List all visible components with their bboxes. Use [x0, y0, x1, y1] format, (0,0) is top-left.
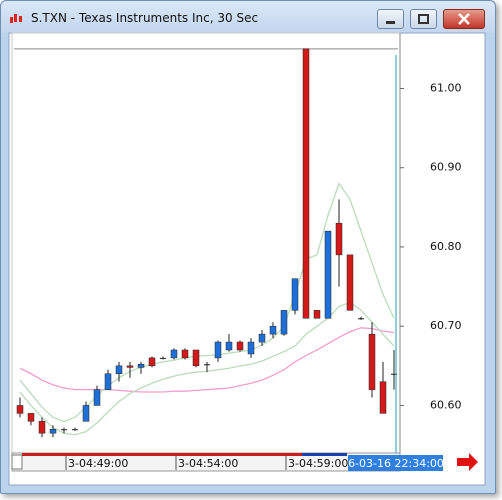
- candle-body: [291, 278, 299, 311]
- scroll-arrow[interactable]: [457, 453, 478, 471]
- y-tick-label: 60.90: [430, 161, 462, 174]
- overlay-line: [19, 182, 395, 422]
- range-bar: [22, 453, 302, 456]
- candle-body: [126, 365, 134, 368]
- candle-body: [38, 421, 46, 434]
- candle-body: [258, 333, 266, 343]
- candle-body: [313, 310, 321, 319]
- maximize-button[interactable]: [410, 9, 437, 29]
- cursor-label: 6-03-16 22:34:00: [348, 457, 444, 470]
- candle-body: [93, 389, 101, 406]
- candle-body: [324, 230, 332, 319]
- candle-body: [225, 341, 233, 351]
- candle-body: [148, 357, 156, 367]
- candle-body: [192, 349, 200, 367]
- candle-body: [391, 373, 397, 375]
- window-title: S.TXN - Texas Instruments Inc, 30 Sec: [31, 11, 259, 25]
- app-icon: [10, 14, 22, 23]
- candle-body: [61, 429, 67, 431]
- candle-body: [247, 341, 255, 355]
- candle-body: [280, 310, 288, 335]
- candle-body: [181, 349, 189, 359]
- x-tick-label: 3-04:54:00: [178, 457, 238, 470]
- y-tick-label: 60.60: [430, 398, 462, 411]
- candle-body: [72, 429, 78, 431]
- candle-body: [346, 254, 354, 311]
- candle-body: [16, 405, 24, 414]
- y-tick-label: 61.00: [430, 81, 462, 94]
- candle-body: [27, 413, 35, 422]
- candle-body: [302, 48, 310, 319]
- candle-body: [160, 357, 166, 359]
- y-tick-label: 60.70: [430, 319, 462, 332]
- candle-body: [49, 428, 57, 434]
- x-tick-label: 3-04:59:00: [288, 457, 348, 470]
- overlay-line: [19, 327, 395, 393]
- candle-body: [104, 373, 112, 390]
- x-tick-label: 3-04:49:00: [68, 457, 128, 470]
- candle-body: [335, 222, 343, 256]
- y-tick-label: 60.80: [430, 240, 462, 253]
- candle-body: [115, 365, 123, 375]
- plot-area: [11, 32, 401, 454]
- candle-body: [82, 405, 90, 422]
- title-bar: S.TXN - Texas Instruments Inc, 30 Sec: [1, 1, 495, 33]
- candle-body: [137, 363, 145, 368]
- candle-body: [269, 325, 277, 335]
- candle-body: [236, 341, 244, 351]
- candle-body: [358, 318, 364, 320]
- minimize-button[interactable]: [377, 9, 404, 29]
- cursor-label-box: [348, 455, 443, 471]
- candle-body: [170, 349, 178, 359]
- range-bar: [302, 453, 347, 456]
- scroll-box[interactable]: [11, 454, 23, 470]
- candle-body: [379, 381, 387, 414]
- candle-body: [214, 341, 222, 359]
- candle-body: [368, 333, 376, 390]
- candle-body: [204, 364, 210, 366]
- close-button[interactable]: [443, 9, 485, 29]
